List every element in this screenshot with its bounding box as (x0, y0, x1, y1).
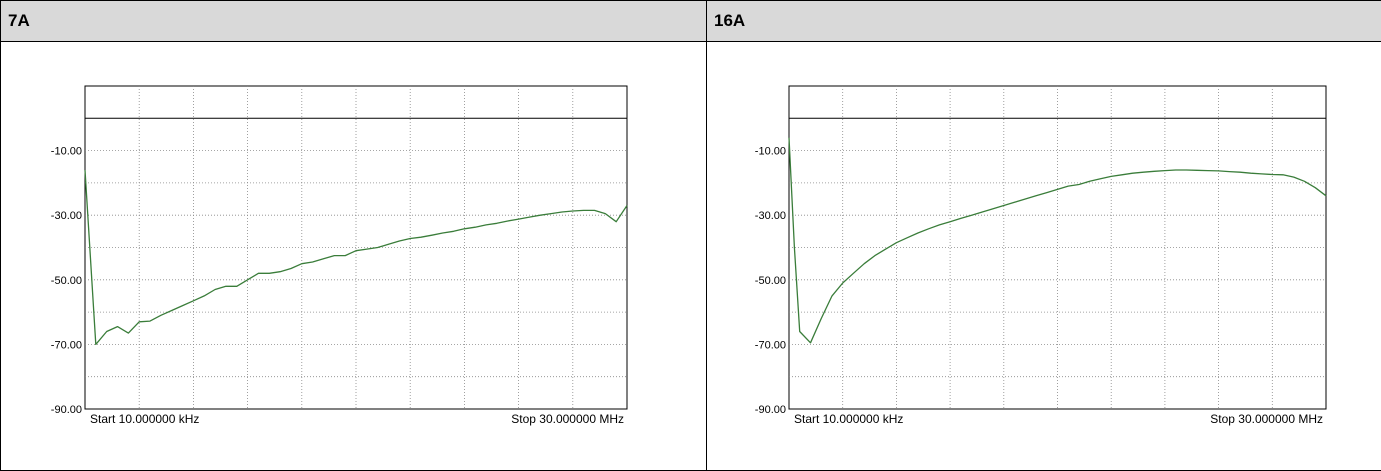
start-frequency-label-16a: Start 10.000000 kHz (794, 412, 903, 426)
chart-16a: -10.00 -30.00 -50.00 -70.00 -90.00 Start 10.0… (707, 42, 1380, 470)
y-tick-label-16a: -70.00 (755, 339, 786, 351)
chart-container-7a: -10.00 -30.00 -50.00 -70.00 -90.00 Start 10.0… (1, 42, 706, 470)
y-tick-label-7a: -50.00 (51, 275, 82, 287)
chart-container-16a: -10.00 -30.00 -50.00 -70.00 -90.00 Start 10.0… (707, 42, 1381, 470)
panel-header-16a: 16A (707, 1, 1381, 42)
y-tick-label-16a: -10.00 (755, 146, 786, 158)
panel-title-7a: 7A (1, 1, 706, 41)
chart-7a: -10.00 -30.00 -50.00 -70.00 -90.00 Start 10.0… (1, 42, 705, 470)
y-tick-label-16a: -30.00 (755, 210, 786, 222)
panel-title-16a: 16A (707, 1, 1381, 41)
y-tick-label-7a: -10.00 (51, 146, 82, 158)
y-tick-label-16a: -50.00 (755, 275, 786, 287)
stop-frequency-label-7a: Stop 30.000000 MHz (511, 412, 624, 426)
stop-frequency-label-16a: Stop 30.000000 MHz (1210, 412, 1323, 426)
y-tick-label-7a: -90.00 (51, 404, 82, 416)
panel-header-7a: 7A (1, 1, 707, 42)
y-tick-label-7a: -30.00 (51, 210, 82, 222)
y-tick-label-7a: -70.00 (51, 339, 82, 351)
y-tick-label-16a: -90.00 (755, 404, 786, 416)
start-frequency-label-7a: Start 10.000000 kHz (90, 412, 199, 426)
panel-body-16a: -10.00 -30.00 -50.00 -70.00 -90.00 Start 10.0… (707, 42, 1381, 471)
panel-body-7a: -10.00 -30.00 -50.00 -70.00 -90.00 Start 10.0… (1, 42, 707, 471)
